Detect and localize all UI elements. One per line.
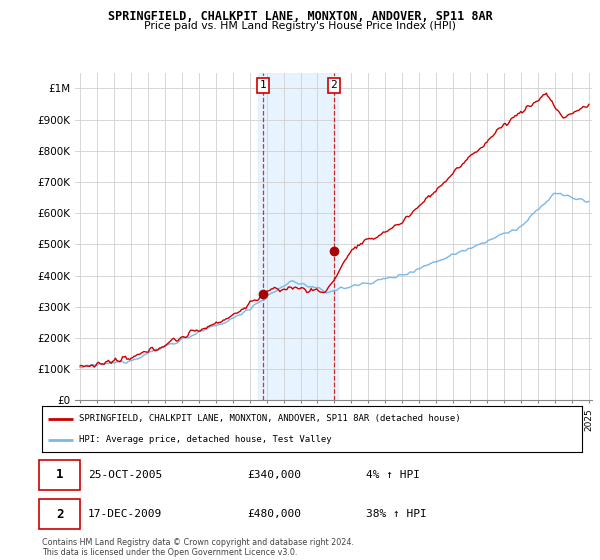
- Text: 2: 2: [56, 507, 64, 521]
- Text: 25-OCT-2005: 25-OCT-2005: [88, 470, 162, 480]
- Text: SPRINGFIELD, CHALKPIT LANE, MONXTON, ANDOVER, SP11 8AR (detached house): SPRINGFIELD, CHALKPIT LANE, MONXTON, AND…: [79, 414, 460, 423]
- FancyBboxPatch shape: [40, 499, 80, 529]
- Text: 1: 1: [56, 468, 64, 482]
- Text: £480,000: £480,000: [247, 509, 301, 519]
- Text: £340,000: £340,000: [247, 470, 301, 480]
- Text: 38% ↑ HPI: 38% ↑ HPI: [366, 509, 427, 519]
- Text: Price paid vs. HM Land Registry's House Price Index (HPI): Price paid vs. HM Land Registry's House …: [144, 21, 456, 31]
- Text: 4% ↑ HPI: 4% ↑ HPI: [366, 470, 420, 480]
- Text: 2: 2: [331, 80, 337, 90]
- Bar: [258, 73, 338, 400]
- Text: Contains HM Land Registry data © Crown copyright and database right 2024.
This d: Contains HM Land Registry data © Crown c…: [42, 538, 354, 557]
- Text: 17-DEC-2009: 17-DEC-2009: [88, 509, 162, 519]
- Text: SPRINGFIELD, CHALKPIT LANE, MONXTON, ANDOVER, SP11 8AR: SPRINGFIELD, CHALKPIT LANE, MONXTON, AND…: [107, 10, 493, 23]
- Text: HPI: Average price, detached house, Test Valley: HPI: Average price, detached house, Test…: [79, 436, 331, 445]
- FancyBboxPatch shape: [40, 460, 80, 490]
- Text: 1: 1: [260, 80, 266, 90]
